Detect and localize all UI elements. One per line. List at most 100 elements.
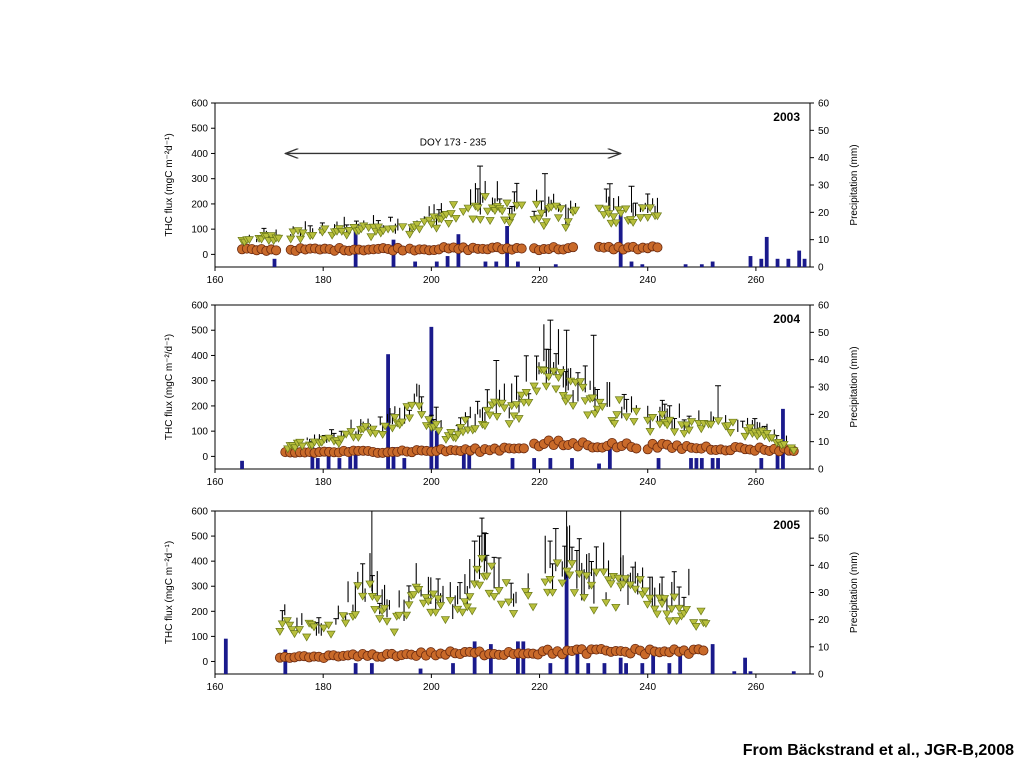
x-tick-label: 200 [423, 275, 440, 286]
flux-triangle-point [508, 610, 519, 619]
precip-bar [434, 261, 439, 267]
flux-triangle-point [664, 617, 674, 626]
flux-triangle-point [635, 214, 646, 223]
x-tick-label: 260 [748, 682, 765, 693]
precip-bar [716, 458, 720, 469]
flux-circle-point [271, 245, 282, 256]
y-tick-label: 200 [191, 401, 208, 412]
x-tick-label: 240 [639, 682, 656, 693]
flux-triangle-point [401, 611, 412, 620]
flux-triangle-point [544, 373, 554, 382]
x-tick-label: 240 [639, 477, 656, 488]
flux-triangle-point [662, 610, 672, 619]
y-tick-label: 200 [191, 199, 208, 210]
precip-bar [791, 671, 796, 674]
flux-triangle-point [467, 607, 477, 616]
flux-triangle-point [514, 415, 524, 423]
x-tick-label: 260 [748, 477, 765, 488]
precip-bar [467, 452, 472, 469]
flux-triangle-point [389, 628, 399, 637]
flux-triangle-point [404, 601, 414, 610]
precip-bar [618, 657, 623, 674]
precip-bar [710, 644, 715, 674]
flux-triangle-point [440, 616, 451, 625]
flux-triangle-point [569, 589, 580, 598]
flux-triangle-point [645, 594, 655, 603]
y2-tick-label: 40 [818, 355, 830, 366]
flux-triangle-point [614, 396, 624, 405]
flux-triangle-point [767, 434, 777, 443]
flux-triangle-point [553, 214, 564, 223]
flux-triangle-point [659, 595, 670, 603]
flux-triangle-point [507, 213, 517, 222]
flux-triangle-point [366, 233, 376, 242]
flux-triangle-point [601, 205, 611, 214]
flux-triangle-point [434, 427, 444, 436]
y-tick-label: 600 [191, 99, 208, 110]
flux-triangle-point [489, 593, 499, 601]
flux-triangle-point [657, 410, 667, 419]
flux-triangle-point [336, 435, 346, 444]
y2-axis-label: Precipitation (mm) [849, 346, 860, 427]
precip-bar [532, 458, 537, 469]
flux-triangle-point [462, 603, 472, 612]
flux-circle-point [516, 243, 527, 254]
y-tick-label: 300 [191, 582, 208, 593]
flux-triangle-point [541, 218, 551, 227]
flux-triangle-point [620, 575, 631, 584]
precip-bar [413, 261, 418, 267]
y-axis-label: THC flux (mgC m⁻²d⁻¹) [164, 541, 175, 644]
flux-triangle-point [779, 441, 789, 449]
flux-triangle-point [470, 425, 480, 434]
year-label: 2004 [773, 312, 800, 326]
y-tick-label: 0 [202, 657, 208, 668]
flux-triangle-point [696, 607, 706, 616]
flux-triangle-point [474, 581, 485, 590]
x-tick-label: 180 [315, 477, 332, 488]
flux-triangle-point [595, 398, 605, 407]
flux-triangle-point [431, 224, 442, 233]
flux-triangle-point [674, 604, 684, 613]
y-tick-label: 400 [191, 149, 208, 160]
flux-triangle-point [382, 617, 392, 626]
flux-triangle-point [285, 621, 295, 630]
flux-triangle-point [630, 585, 640, 594]
flux-triangle-point [557, 579, 567, 588]
flux-triangle-point [541, 382, 551, 391]
flux-triangle-point [545, 576, 555, 584]
flux-triangle-point [609, 213, 619, 222]
flux-triangle-point [295, 438, 305, 447]
flux-triangle-point [586, 581, 597, 590]
flux-triangle-point [394, 611, 404, 620]
precip-bar [602, 663, 607, 674]
flux-triangle-point [485, 217, 495, 225]
flux-triangle-point [297, 442, 307, 451]
flux-triangle-point [350, 611, 360, 620]
flux-triangle-point [587, 394, 598, 403]
precip-bar [759, 458, 764, 469]
flux-triangle-point [483, 207, 493, 216]
flux-triangle-point [365, 580, 375, 589]
x-tick-label: 180 [315, 275, 332, 286]
flux-triangle-point [433, 595, 443, 604]
flux-triangle-point [601, 599, 611, 608]
flux-triangle-point [380, 422, 390, 431]
y-tick-label: 500 [191, 124, 208, 135]
precip-bar [775, 449, 780, 469]
flux-triangle-point [407, 401, 417, 410]
flux-triangle-point [446, 429, 456, 437]
y2-tick-label: 40 [818, 561, 830, 572]
flux-triangle-point [609, 420, 620, 428]
flux-triangle-point [428, 590, 438, 599]
flux-triangle-point [294, 626, 304, 634]
flux-triangle-point [298, 229, 308, 238]
flux-triangle-point [463, 204, 473, 213]
flux-triangle-point [302, 633, 312, 642]
precip-bar [597, 463, 601, 469]
flux-triangle-point [497, 207, 507, 216]
flux-triangle-point [606, 580, 616, 589]
y2-tick-label: 10 [818, 235, 830, 246]
y2-tick-label: 20 [818, 615, 830, 626]
flux-triangle-point [418, 599, 429, 608]
precip-bar [272, 258, 277, 267]
